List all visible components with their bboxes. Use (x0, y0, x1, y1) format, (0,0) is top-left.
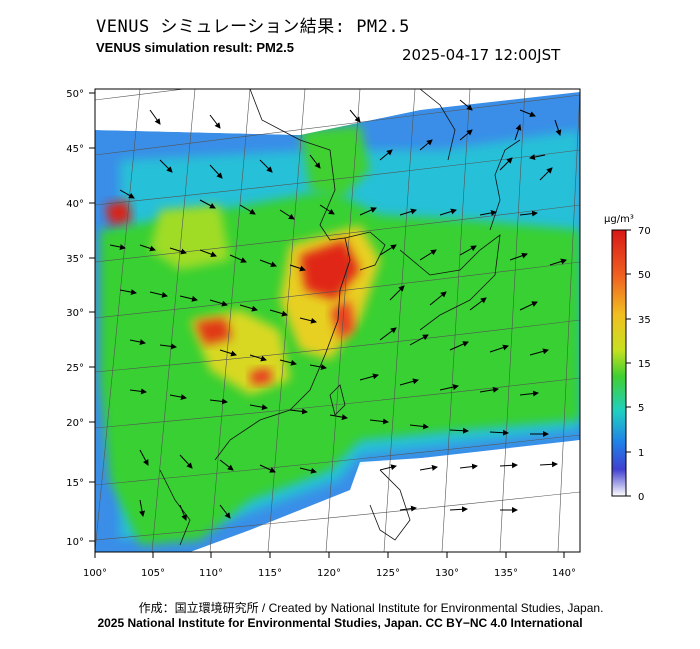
lon-tick-label: 110° (199, 568, 223, 579)
lon-ticks (94, 552, 565, 558)
legend-level-label: 50 (638, 270, 651, 281)
lat-ticks (89, 92, 95, 542)
lat-tick-label: 40° (66, 199, 84, 210)
lat-tick-label: 20° (66, 418, 84, 429)
title-english: VENUS simulation result: PM2.5 (96, 40, 294, 55)
lon-tick-label: 115° (258, 568, 282, 579)
legend-unit: μg/m³ (604, 214, 634, 225)
graticule (95, 89, 580, 552)
forecast-timestamp: 2025-04-17 12:00JST (402, 46, 561, 64)
lat-tick-label: 50° (66, 89, 84, 100)
lat-tick-label: 10° (66, 537, 84, 548)
lat-tick-label: 25° (66, 363, 84, 374)
lat-tick-label: 15° (66, 478, 84, 489)
legend-ticks (626, 229, 631, 497)
legend-level-label: 70 (638, 226, 651, 237)
pm25-map: 100° 105° 110° 115° 120° 125° 130° 135° … (66, 88, 651, 579)
legend-level-label: 15 (638, 359, 651, 370)
lat-tick-label: 30° (66, 308, 84, 319)
legend-level-label: 1 (638, 448, 644, 459)
lon-tick-label: 120° (317, 568, 341, 579)
lon-tick-label: 100° (83, 568, 107, 579)
legend-colorbar (611, 229, 627, 497)
legend-level-label: 35 (638, 315, 651, 326)
lon-tick-label: 140° (552, 568, 576, 579)
concentration-field (95, 89, 580, 552)
legend-level-label: 0 (638, 492, 644, 503)
lon-tick-label: 125° (376, 568, 400, 579)
lat-tick-label: 45° (66, 144, 84, 155)
lat-tick-label: 35° (66, 254, 84, 265)
legend-level-label: 5 (638, 403, 644, 414)
credit-line-2: 2025 National Institute for Environmenta… (97, 616, 583, 630)
title-japanese: VENUS シミュレーション結果: PM2.5 (96, 17, 410, 37)
lon-tick-label: 130° (435, 568, 459, 579)
lon-tick-label: 135° (494, 568, 518, 579)
credit-line-1: 作成：国立環境研究所 / Created by National Institu… (138, 601, 604, 615)
map-border (94, 88, 581, 553)
wind-vectors (109, 99, 567, 521)
lon-tick-label: 105° (141, 568, 165, 579)
